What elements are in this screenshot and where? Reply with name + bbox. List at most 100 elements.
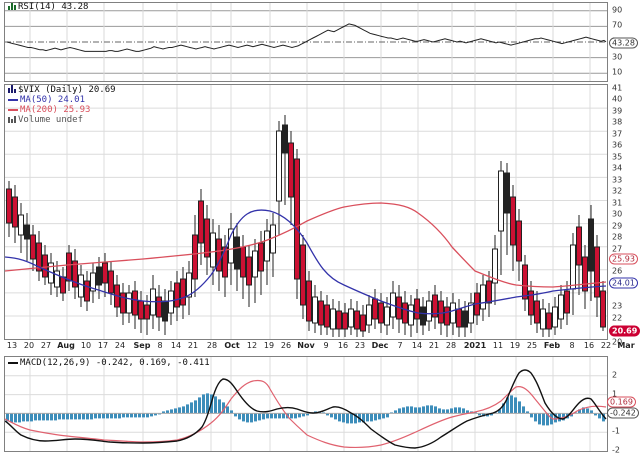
xtick-27: 19 [509, 341, 521, 350]
xtick-mar: Mar [617, 341, 635, 350]
xtick-feb: Feb [543, 341, 561, 350]
xtick-21: 7 [397, 341, 403, 350]
xtick-28: 25 [526, 341, 538, 350]
rsi-tick-90: 90 [612, 5, 623, 15]
xtick-1: 20 [23, 341, 35, 350]
price-tick-40: 40 [612, 94, 623, 104]
rsi-legend-label: RSI(14) 43.28 [18, 2, 89, 12]
macd-tick-1: 1 [612, 389, 618, 399]
price-tick-34: 34 [612, 163, 623, 173]
macd-gridlines [5, 357, 607, 451]
xtick-sep: Sep [133, 341, 151, 350]
xtick-18: 16 [337, 341, 349, 350]
xtick-4: 10 [80, 341, 92, 350]
price-tick-22: 22 [612, 313, 623, 323]
macd-histogram [6, 393, 605, 426]
xtick-nov: Nov [297, 341, 315, 350]
macd-plot-svg [5, 357, 607, 451]
xtick-23: 21 [428, 341, 440, 350]
date-axis: 13 20 27 Aug 10 17 24 Sep 8 14 21 28 Oct… [4, 341, 635, 353]
ma50-value-tag: 24.01 [609, 277, 638, 289]
macd-swatch [8, 361, 18, 364]
macd-plot-area [4, 356, 608, 452]
ma200-line [5, 202, 607, 288]
xtick-dec: Dec [371, 341, 389, 350]
rsi-tick-30: 30 [612, 52, 623, 62]
macd-tick-m1: -1 [612, 426, 620, 436]
rsi-tick-10: 10 [612, 67, 623, 77]
price-axis-labels: 41 40 39 38 37 36 35 34 33 32 31 30 29 2… [612, 83, 640, 347]
ma50-label: MA(50) 24.01 [20, 95, 86, 105]
price-legend: $VIX (Daily) 20.69 MA(50) 24.01 MA(200) … [8, 85, 116, 125]
xtick-26: 11 [492, 341, 504, 350]
volume-label: Volume undef [18, 115, 84, 125]
volume-bars-icon [8, 115, 17, 123]
price-tick-31: 31 [612, 198, 623, 208]
xtick-2: 27 [40, 341, 52, 350]
xtick-32: 22 [600, 341, 612, 350]
price-tick-30: 30 [612, 209, 623, 219]
price-tick-28: 28 [612, 232, 623, 242]
macd-axis-labels: 2 1 0 -1 -2 [612, 356, 640, 455]
price-tick-23: 23 [612, 301, 623, 311]
price-tick-36: 36 [612, 140, 623, 150]
xtick-24: 28 [445, 341, 457, 350]
price-tick-41: 41 [612, 83, 623, 93]
price-tick-32: 32 [612, 186, 623, 196]
xtick-15: 26 [280, 341, 292, 350]
xtick-19: 23 [354, 341, 366, 350]
xtick-17: 9 [323, 341, 329, 350]
rsi-value-tag: 43.28 [609, 37, 638, 49]
ma200-value-tag: 25.93 [609, 253, 638, 265]
macd-panel: MACD(12,26,9) -0.242, 0.169, -0.411 2 1 … [0, 356, 640, 455]
ma50-swatch [8, 98, 18, 101]
rsi-tick-70: 70 [612, 20, 623, 30]
price-tick-29: 29 [612, 221, 623, 231]
last-price-tag: 20.69 [609, 325, 640, 337]
xtick-11: 28 [206, 341, 218, 350]
macd-signal-tag: 0.169 [607, 396, 636, 408]
rsi-line [6, 23, 607, 52]
symbol-label: $VIX (Daily) 20.69 [18, 85, 116, 95]
price-tick-26: 26 [612, 266, 623, 276]
xtick-oct: Oct [224, 341, 240, 350]
candlestick-series [6, 115, 606, 337]
xtick-8: 8 [157, 341, 163, 350]
price-tick-20: 20 [612, 337, 623, 347]
macd-tick-m2: -2 [612, 445, 620, 455]
xtick-6: 24 [114, 341, 126, 350]
ma200-swatch [8, 108, 18, 111]
xtick-31: 16 [583, 341, 595, 350]
xtick-9: 14 [170, 341, 182, 350]
xtick-13: 12 [246, 341, 258, 350]
price-gridlines [5, 85, 607, 339]
xtick-22: 14 [411, 341, 423, 350]
price-panel: $VIX (Daily) 20.69 MA(50) 24.01 MA(200) … [0, 83, 640, 347]
price-tick-35: 35 [612, 152, 623, 162]
macd-signal-line [5, 379, 607, 448]
price-tick-37: 37 [612, 129, 623, 139]
xtick-30: 8 [569, 341, 575, 350]
xtick-14: 19 [263, 341, 275, 350]
price-plot-area [4, 84, 608, 340]
rsi-panel: RSI(14) 43.28 90 70 50 30 10 43.28 [0, 0, 640, 84]
ma200-label: MA(200) 25.93 [20, 105, 91, 115]
macd-legend-label: MACD(12,26,9) -0.242, 0.169, -0.411 [20, 358, 210, 368]
xtick-0: 13 [6, 341, 18, 350]
rsi-plot-svg [5, 3, 607, 81]
macd-legend: MACD(12,26,9) -0.242, 0.169, -0.411 [8, 358, 210, 368]
candlestick-icon [8, 85, 17, 93]
xtick-2021: 2021 [463, 341, 487, 350]
bar-chart-icon [8, 2, 17, 10]
rsi-legend: RSI(14) 43.28 [8, 2, 88, 12]
xtick-aug: Aug [57, 341, 75, 350]
xtick-5: 17 [97, 341, 109, 350]
price-tick-27: 27 [612, 244, 623, 254]
price-plot-svg [5, 85, 607, 339]
macd-line [5, 369, 607, 449]
ma50-line [5, 209, 607, 315]
price-tick-38: 38 [612, 117, 623, 127]
rsi-plot-area [4, 2, 608, 82]
xtick-10: 21 [187, 341, 199, 350]
